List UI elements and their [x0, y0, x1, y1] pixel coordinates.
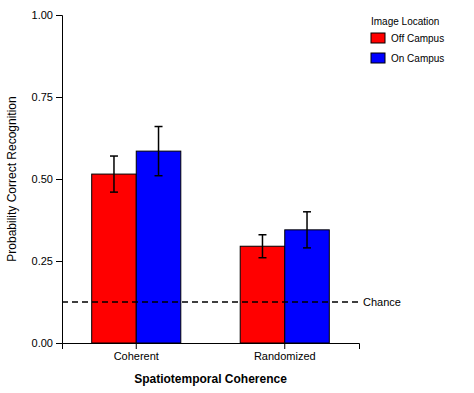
- tick: 0.25: [32, 255, 62, 267]
- annotation-label: Chance: [363, 296, 401, 308]
- legend-swatch: [371, 33, 385, 43]
- y-axis: 0.00 0.25 0.50 0.75 1.00: [32, 9, 63, 349]
- error-bar-stem: [306, 212, 308, 248]
- legend-item: On Campus: [371, 53, 444, 64]
- x-axis: Coherent Randomized: [63, 343, 360, 362]
- legend-label: On Campus: [391, 53, 444, 64]
- tick: 0.75: [32, 91, 62, 103]
- error-bar-cap: [258, 234, 266, 236]
- error-bar: [303, 212, 311, 248]
- legend-item: Off Campus: [371, 33, 444, 44]
- error-bar-stem: [113, 156, 115, 192]
- reference-line: [62, 301, 359, 303]
- tick-label: 0.75: [32, 91, 53, 103]
- error-bar-cap: [155, 126, 163, 128]
- axis-line: [56, 16, 63, 344]
- y-axis-title: Probability Correct Recognition: [5, 96, 19, 261]
- legend-label: Off Campus: [391, 33, 444, 44]
- plot: Chance Coherent Randomized 0.00 0.25 0.50 0.75…: [5, 9, 444, 386]
- tick-label: 1.00: [32, 9, 53, 21]
- legend: Image Location Off Campus On Campus: [371, 16, 444, 64]
- axis-line: [63, 344, 360, 350]
- tick-label: 0.25: [32, 255, 53, 267]
- tick: 1.00: [32, 9, 62, 21]
- tick: 0.00: [32, 337, 62, 349]
- error-bar-cap: [303, 211, 311, 213]
- tick-label: Coherent: [114, 350, 159, 362]
- tick: 0.50: [32, 173, 62, 185]
- error-bar-cap: [258, 257, 266, 259]
- error-bar-cap: [155, 175, 163, 177]
- error-bar-cap: [110, 155, 118, 157]
- x-axis-title: Spatiotemporal Coherence: [134, 372, 287, 386]
- tick-mark: [56, 15, 62, 16]
- tick-label: 0.00: [32, 337, 53, 349]
- bar: [240, 246, 285, 343]
- tick-label: Randomized: [254, 350, 316, 362]
- tick-mark: [136, 343, 137, 349]
- marks: [62, 127, 359, 343]
- legend-swatch: [371, 53, 385, 63]
- tick: Coherent: [114, 343, 159, 362]
- tick-mark: [56, 261, 62, 262]
- legend-title: Image Location: [371, 16, 439, 27]
- tick-label: 0.50: [32, 173, 53, 185]
- tick-mark: [56, 97, 62, 98]
- tick-mark: [284, 343, 285, 349]
- error-bar: [155, 127, 163, 176]
- tick-mark: [56, 343, 62, 344]
- series: [136, 127, 329, 343]
- tick-mark: [56, 179, 62, 180]
- bar: [92, 174, 137, 343]
- error-bar: [110, 156, 118, 192]
- error-bar-stem: [262, 235, 264, 258]
- error-bar-cap: [303, 247, 311, 249]
- error-bar: [258, 235, 266, 258]
- bar: [136, 151, 181, 343]
- error-bar-stem: [158, 127, 160, 176]
- chart: Chance Coherent Randomized 0.00 0.25 0.50 0.75…: [0, 0, 474, 393]
- series: [92, 156, 285, 343]
- tick: Randomized: [254, 343, 316, 362]
- error-bar-cap: [110, 191, 118, 193]
